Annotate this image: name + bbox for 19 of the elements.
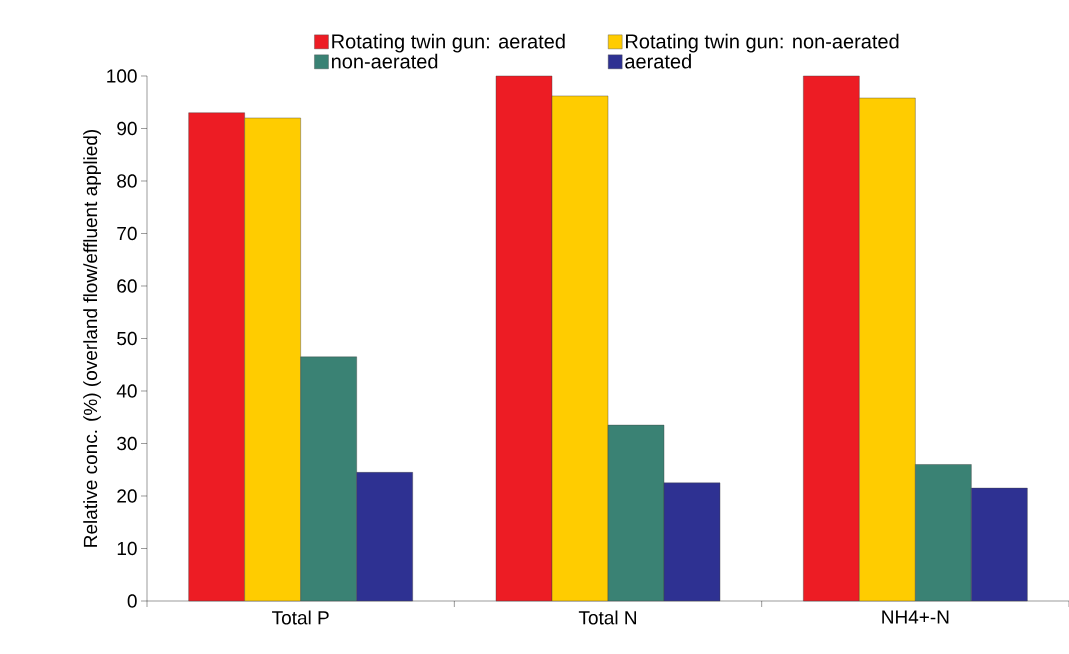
y-axis-title: Relative conc. (%) (overland flow/effluent applied): [83, 129, 101, 547]
x-tick-label: Total N: [578, 610, 636, 625]
y-tick-label: 100: [107, 69, 137, 83]
y-tick-label: 70: [117, 226, 137, 241]
x-tick-label: NH4+-N: [882, 610, 949, 624]
legend-label: aerated: [625, 53, 691, 69]
y-tick-label: 30: [117, 436, 137, 451]
y-tick-label: 50: [117, 331, 137, 346]
y-tick-label: 20: [117, 489, 137, 503]
y-tick-label: 80: [117, 174, 137, 188]
legend-label: non-aerated: [331, 53, 438, 69]
y-tick-label: 40: [116, 384, 137, 398]
y-tick-label: 10: [117, 541, 137, 556]
legend-label: Rotating twin gun: aerated: [332, 33, 565, 53]
x-tick-label: Total P: [272, 610, 329, 625]
y-tick-label: 90: [117, 121, 137, 136]
y-tick-label: 60: [117, 279, 137, 293]
legend-label: Rotating twin gun: non-aerated: [626, 33, 899, 53]
y-tick-label: 0: [127, 594, 137, 608]
